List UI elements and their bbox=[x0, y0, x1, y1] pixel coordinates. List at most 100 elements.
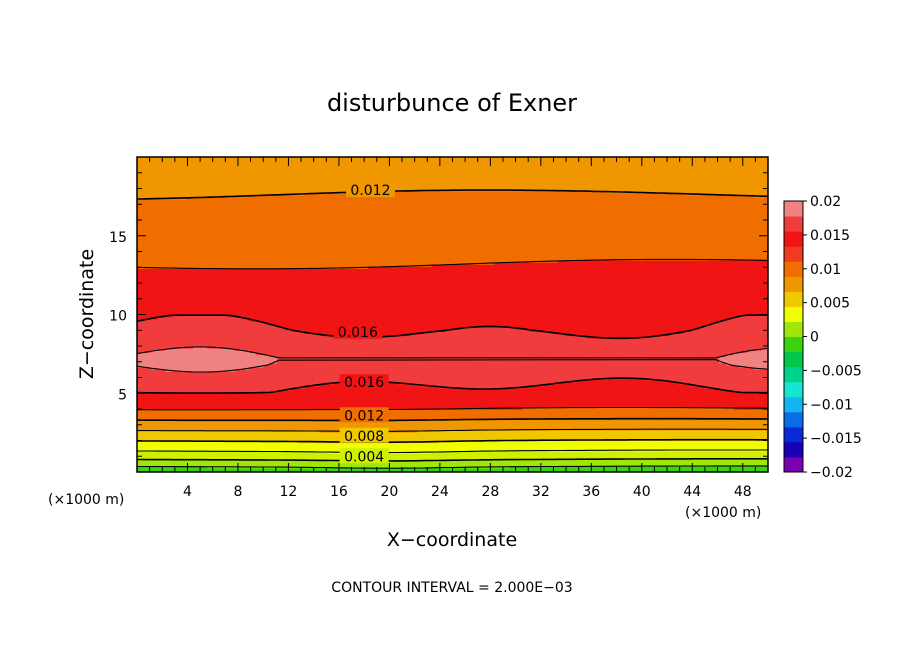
field-cell bbox=[459, 442, 468, 446]
field-cell bbox=[193, 360, 201, 364]
field-cell bbox=[459, 383, 468, 387]
field-cell bbox=[515, 364, 524, 368]
field-cell bbox=[151, 451, 159, 454]
field-cell bbox=[333, 354, 341, 358]
field-cell bbox=[277, 373, 285, 376]
field-cell bbox=[592, 415, 601, 418]
field-cell bbox=[186, 390, 194, 393]
field-cell bbox=[291, 367, 299, 370]
field-cell bbox=[697, 392, 706, 395]
field-cell bbox=[627, 362, 636, 366]
field-cell bbox=[193, 461, 201, 465]
field-cell bbox=[508, 371, 517, 374]
field-cell bbox=[172, 388, 180, 391]
field-cell bbox=[151, 425, 159, 429]
field-cell bbox=[459, 415, 468, 418]
field-cell bbox=[669, 444, 678, 448]
field-cell bbox=[158, 385, 166, 389]
field-cell bbox=[690, 436, 699, 439]
field-cell bbox=[228, 379, 236, 383]
field-cell bbox=[277, 421, 285, 425]
field-cell bbox=[431, 379, 440, 383]
field-cell bbox=[522, 369, 531, 372]
field-cell bbox=[452, 444, 461, 448]
field-cell bbox=[193, 402, 201, 406]
field-cell bbox=[151, 358, 159, 362]
field-cell bbox=[480, 373, 489, 376]
field-cell bbox=[543, 409, 552, 412]
field-cell bbox=[312, 446, 320, 450]
field-cell bbox=[592, 436, 601, 439]
field-cell bbox=[760, 398, 768, 402]
field-cell bbox=[592, 453, 601, 456]
field-cell bbox=[207, 364, 215, 368]
field-cell bbox=[382, 465, 390, 469]
field-cell bbox=[417, 444, 426, 448]
field-cell bbox=[543, 394, 552, 397]
field-cell bbox=[550, 406, 559, 410]
field-cell bbox=[697, 463, 706, 467]
field-cell bbox=[557, 373, 566, 376]
field-cell bbox=[690, 379, 699, 383]
field-cell bbox=[389, 432, 398, 435]
field-cell bbox=[676, 434, 685, 437]
field-cell bbox=[445, 419, 454, 423]
field-cell bbox=[592, 381, 601, 385]
field-cell bbox=[480, 379, 489, 383]
field-cell bbox=[445, 377, 454, 381]
field-cell bbox=[648, 423, 657, 427]
field-cell bbox=[550, 390, 559, 393]
field-cell bbox=[599, 425, 608, 429]
field-cell bbox=[298, 448, 306, 452]
field-cell bbox=[480, 423, 489, 427]
field-cell bbox=[606, 404, 615, 408]
field-cell bbox=[235, 400, 243, 404]
field-cell bbox=[725, 358, 734, 362]
field-cell bbox=[522, 436, 531, 439]
field-cell bbox=[172, 358, 180, 362]
field-cell bbox=[627, 375, 636, 379]
field-cell bbox=[144, 364, 152, 368]
field-cell bbox=[417, 398, 426, 402]
field-cell bbox=[396, 417, 405, 421]
field-cell bbox=[382, 442, 390, 446]
field-cell bbox=[298, 461, 306, 465]
field-cell bbox=[550, 398, 559, 402]
field-cell bbox=[144, 432, 152, 435]
field-cell bbox=[326, 396, 334, 400]
field-cell bbox=[200, 394, 208, 397]
field-cell bbox=[669, 381, 678, 385]
field-cell bbox=[291, 451, 299, 454]
field-cell bbox=[221, 369, 229, 372]
field-cell bbox=[732, 425, 741, 429]
field-cell bbox=[704, 371, 713, 374]
field-cell bbox=[550, 371, 559, 374]
field-cell bbox=[186, 457, 194, 460]
field-cell bbox=[186, 451, 194, 454]
field-cell bbox=[228, 438, 236, 442]
field-cell bbox=[417, 400, 426, 404]
field-cell bbox=[585, 423, 594, 427]
field-cell bbox=[536, 413, 545, 416]
field-cell bbox=[200, 390, 208, 393]
field-cell bbox=[529, 396, 538, 400]
field-cell bbox=[550, 360, 559, 364]
field-cell bbox=[382, 463, 390, 467]
field-cell bbox=[669, 377, 678, 381]
field-cell bbox=[305, 421, 313, 425]
field-cell bbox=[515, 455, 524, 458]
field-cell bbox=[221, 409, 229, 412]
field-cell bbox=[459, 423, 468, 427]
field-cell bbox=[690, 446, 699, 450]
field-cell bbox=[550, 419, 559, 423]
field-cell bbox=[193, 373, 201, 376]
field-cell bbox=[214, 438, 222, 442]
field-cell bbox=[494, 446, 503, 450]
field-cell bbox=[235, 369, 243, 372]
field-cell bbox=[746, 390, 755, 393]
field-cell bbox=[753, 404, 762, 408]
field-cell bbox=[522, 423, 531, 427]
field-cell bbox=[256, 404, 264, 408]
field-cell bbox=[207, 446, 215, 450]
field-cell bbox=[193, 383, 201, 387]
